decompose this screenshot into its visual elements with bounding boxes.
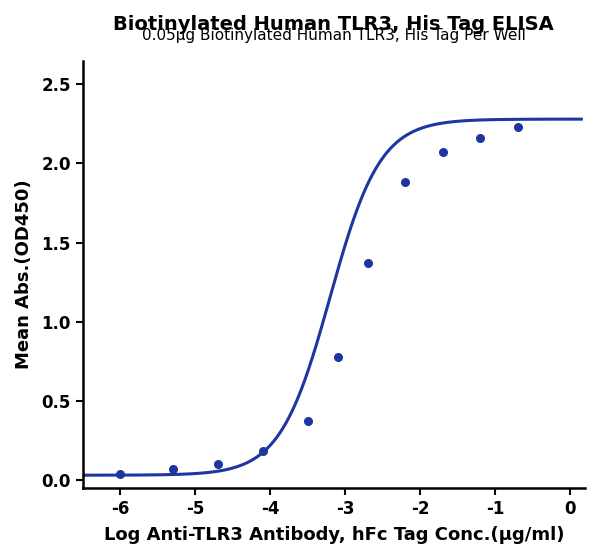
Y-axis label: Mean Abs.(OD450): Mean Abs.(OD450) bbox=[15, 179, 33, 369]
Title: Biotinylated Human TLR3, His Tag ELISA: Biotinylated Human TLR3, His Tag ELISA bbox=[113, 15, 554, 34]
X-axis label: Log Anti-TLR3 Antibody, hFc Tag Conc.(μg/ml): Log Anti-TLR3 Antibody, hFc Tag Conc.(μg… bbox=[104, 526, 564, 544]
Text: 0.05μg Biotinylated Human TLR3, His Tag Per Well: 0.05μg Biotinylated Human TLR3, His Tag … bbox=[142, 29, 526, 44]
